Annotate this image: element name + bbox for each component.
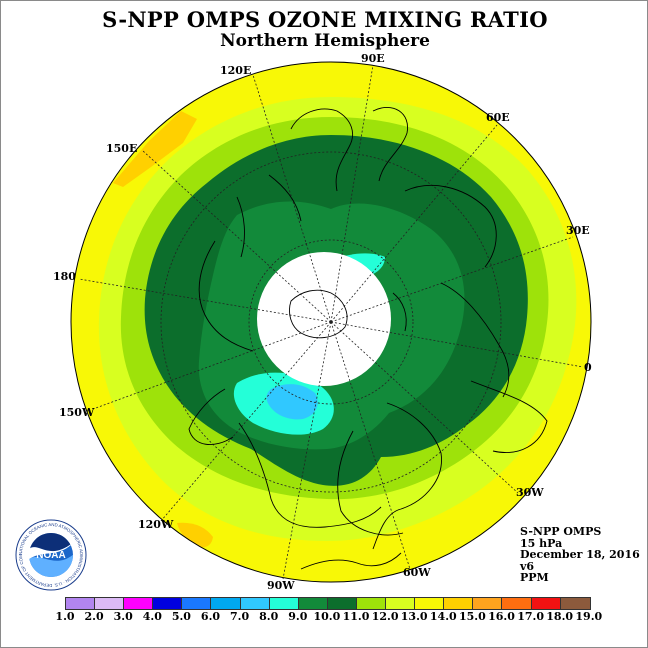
color-bar-swatch bbox=[298, 598, 328, 609]
color-bar-swatch bbox=[502, 598, 532, 609]
info-block: S-NPP OMPS 15 hPa December 18, 2016 v6 P… bbox=[520, 526, 640, 584]
color-bar-tick-label: 8.0 bbox=[259, 610, 279, 623]
color-bar-swatch bbox=[386, 598, 416, 609]
region-7-8 bbox=[266, 384, 318, 420]
map-title: S-NPP OMPS OZONE MIXING RATIO bbox=[102, 7, 548, 32]
noaa-logo: NOAA NATIONAL OCEANIC AND ATMOSPHERIC AD… bbox=[15, 519, 87, 591]
longitude-label-120e: 120E bbox=[220, 64, 252, 77]
observation-date: December 18, 2016 bbox=[520, 548, 640, 561]
color-bar-swatch bbox=[211, 598, 241, 609]
color-bar-swatch bbox=[124, 598, 154, 609]
longitude-label-60w: 60W bbox=[403, 566, 431, 579]
longitude-label-60e: 60E bbox=[486, 111, 510, 124]
color-bar-tick-label: 13.0 bbox=[400, 610, 428, 623]
longitude-label-120w: 120W bbox=[138, 518, 174, 531]
color-bar-swatch bbox=[182, 598, 212, 609]
color-bar-swatch bbox=[560, 598, 590, 609]
color-bar-tick-label: 6.0 bbox=[200, 610, 221, 623]
longitude-label-30w: 30W bbox=[516, 486, 544, 499]
color-bar-swatch bbox=[531, 598, 561, 609]
color-bar-tick-label: 1.0 bbox=[55, 610, 75, 623]
pressure-level: 15 hPa bbox=[520, 536, 563, 550]
color-bar-tick-label: 9.0 bbox=[288, 610, 308, 623]
color-bar-swatch bbox=[327, 598, 357, 609]
longitude-label-150e: 150E bbox=[106, 142, 138, 155]
instrument-name: S-NPP OMPS bbox=[520, 525, 602, 538]
color-bar-tick-label: 17.0 bbox=[517, 610, 544, 623]
polar-night-gap bbox=[257, 252, 391, 386]
region-14-15-south bbox=[177, 522, 213, 548]
color-bar-swatch bbox=[473, 598, 503, 609]
color-bar-swatch bbox=[356, 598, 387, 609]
longitude-label-30e: 30E bbox=[566, 224, 590, 237]
longitude-label-150w: 150W bbox=[59, 406, 95, 419]
color-bar-tick-label: 14.0 bbox=[429, 610, 457, 623]
color-bar-tick-label: 16.0 bbox=[488, 610, 515, 623]
color-bar-tick-label: 3.0 bbox=[113, 610, 133, 623]
color-bar-swatch bbox=[240, 598, 270, 609]
color-bar-tick-label: 19.0 bbox=[575, 610, 603, 623]
logo-text: NOAA bbox=[36, 550, 65, 561]
color-bar-swatch bbox=[415, 598, 445, 609]
longitude-label-0: 0 bbox=[584, 361, 592, 374]
map-subtitle: Northern Hemisphere bbox=[220, 31, 430, 51]
color-bar-swatch bbox=[153, 598, 183, 609]
product-version: v6 bbox=[520, 559, 535, 573]
color-bar bbox=[65, 597, 591, 610]
map-border bbox=[70, 61, 592, 583]
longitude-label-180: 180 bbox=[53, 270, 76, 283]
color-bar-tick-label: 18.0 bbox=[546, 610, 574, 623]
color-bar-tick-label: 4.0 bbox=[142, 610, 162, 623]
color-bar-tick-label: 2.0 bbox=[84, 610, 104, 623]
color-bar-tick-label: 15.0 bbox=[458, 610, 486, 623]
color-bar-tick-label: 7.0 bbox=[230, 610, 250, 623]
color-bar-tick-label: 12.0 bbox=[371, 610, 399, 623]
color-bar-tick-label: 5.0 bbox=[171, 610, 191, 623]
region-14-15-north bbox=[113, 111, 197, 187]
color-bar-swatch bbox=[444, 598, 474, 609]
color-bar-swatch bbox=[66, 598, 96, 609]
coastlines bbox=[188, 106, 548, 570]
color-bar-swatch bbox=[269, 598, 299, 609]
units-label: PPM bbox=[520, 571, 549, 584]
longitude-label-90w: 90W bbox=[267, 579, 295, 592]
color-bar-tick-label: 11.0 bbox=[342, 610, 370, 623]
longitude-label-90e: 90E bbox=[361, 52, 385, 65]
color-bar-swatch bbox=[95, 598, 125, 609]
color-bar-ticks: 1.0 2.0 3.0 4.0 5.0 6.0 7.0 8.0 9.0 10.0 11.0 12.0 1… bbox=[55, 610, 602, 623]
color-bar-tick-label: 10.0 bbox=[313, 610, 341, 623]
